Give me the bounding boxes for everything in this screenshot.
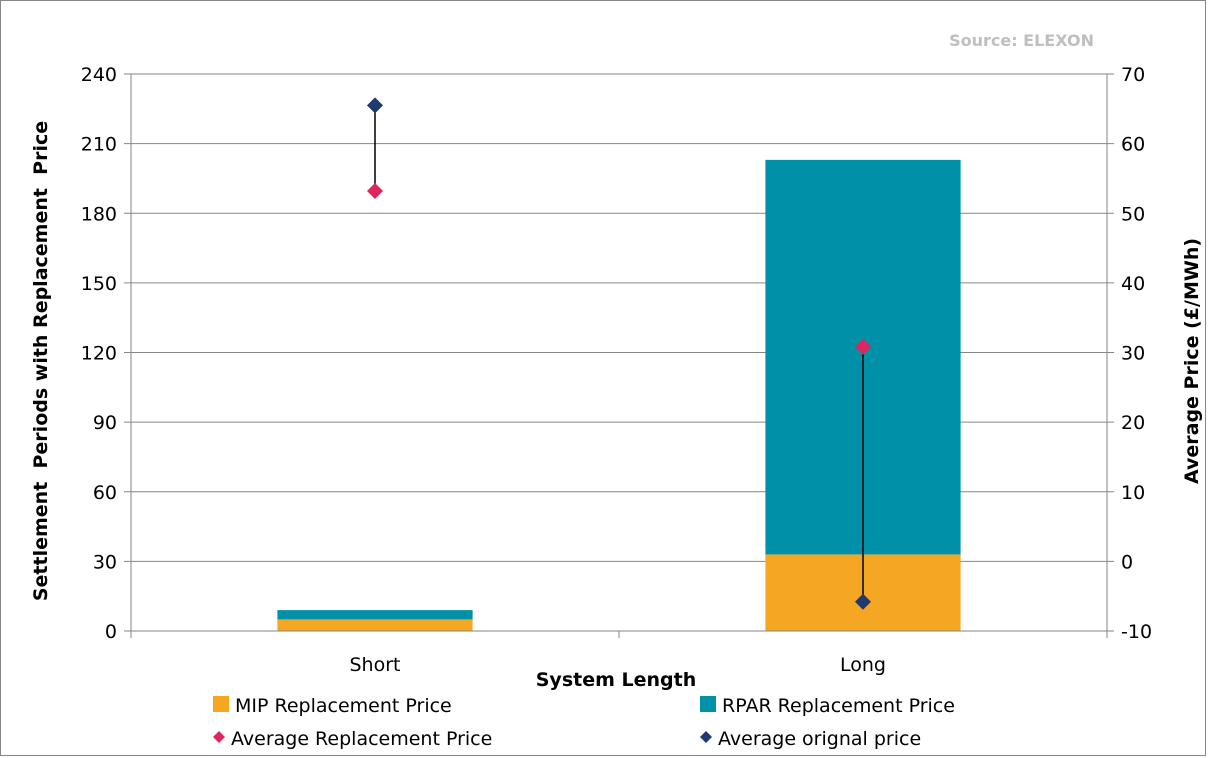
source-label: Source: ELEXON	[949, 31, 1094, 50]
legend-swatch	[700, 696, 716, 712]
legend-marker	[213, 731, 225, 743]
right-tick-label: 0	[1121, 551, 1133, 573]
left-tick-label: 90	[93, 412, 117, 434]
left-tick-label: 150	[81, 273, 117, 295]
legend-item: MIP Replacement Price	[213, 695, 452, 717]
markers	[367, 97, 871, 610]
diamond-marker	[855, 338, 871, 355]
legend-label: RPAR Replacement Price	[722, 695, 955, 717]
bars	[277, 159, 961, 631]
legend-label: Average orignal price	[718, 728, 921, 750]
legend-label: MIP Replacement Price	[235, 695, 452, 717]
left-tick-labels: 0 30 60 90 120 150 180 210 240	[81, 64, 117, 643]
y2-axis-title: Average Price (£/MWh)	[1181, 238, 1203, 484]
legend-item: Average orignal price	[700, 728, 921, 750]
right-tick-label: 20	[1121, 412, 1145, 434]
x-axis-title: System Length	[536, 669, 697, 691]
right-tick-label: -10	[1121, 621, 1152, 643]
left-tick-label: 240	[81, 64, 117, 86]
gridlines	[131, 73, 1107, 562]
legend-item: RPAR Replacement Price	[700, 695, 955, 717]
legend-label: Average Replacement Price	[231, 728, 492, 750]
category-label: Short	[350, 654, 401, 676]
category-label: Long	[840, 654, 886, 676]
right-tick-label: 40	[1121, 273, 1145, 295]
legend: MIP Replacement Price RPAR Replacement Pr…	[213, 695, 955, 750]
right-tick-label: 10	[1121, 482, 1145, 504]
right-tick-label: 50	[1121, 203, 1145, 225]
category-labels: Short Long	[350, 654, 886, 676]
left-tick-label: 0	[105, 621, 117, 643]
legend-swatch	[213, 696, 229, 712]
axes	[124, 73, 1114, 638]
left-tick-label: 60	[93, 482, 117, 504]
legend-item: Average Replacement Price	[213, 728, 492, 750]
left-tick-label: 180	[81, 203, 117, 225]
right-tick-label: 30	[1121, 343, 1145, 365]
bar	[277, 619, 473, 631]
legend-marker	[700, 731, 712, 743]
y-axis-title: Settlement Periods with Replacement Pric…	[30, 121, 52, 601]
hi-lo-lines	[374, 105, 864, 602]
right-tick-label: 70	[1121, 64, 1145, 86]
left-tick-label: 210	[81, 134, 117, 156]
right-tick-label: 60	[1121, 134, 1145, 156]
right-tick-labels: -10 0 10 20 30 40 50 60 70	[1121, 64, 1152, 643]
diamond-marker	[367, 97, 383, 114]
left-tick-label: 30	[93, 551, 117, 573]
bar	[277, 610, 473, 620]
left-tick-label: 120	[81, 343, 117, 365]
diamond-marker	[367, 182, 383, 199]
diamond-marker	[855, 593, 871, 610]
